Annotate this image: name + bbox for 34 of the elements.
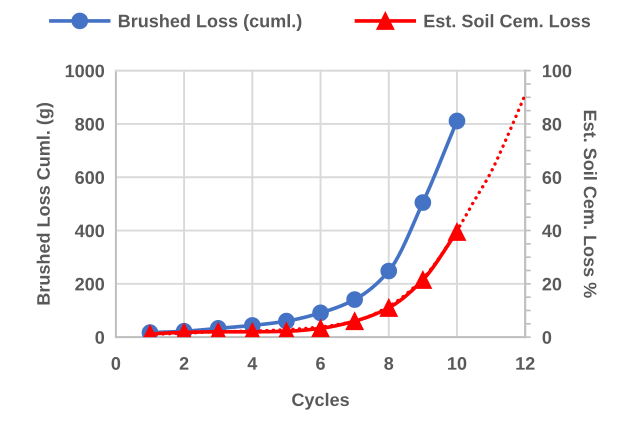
x-tick-label: 10 — [448, 357, 466, 370]
y-tick-label: 0 — [95, 331, 104, 344]
point — [312, 304, 329, 322]
y2-tick-label: 40 — [542, 224, 562, 238]
point — [448, 112, 466, 130]
point — [380, 262, 398, 280]
y2-tick-label: 80 — [542, 118, 562, 131]
point — [414, 194, 432, 211]
point — [380, 298, 398, 317]
x-tick-label: 0 — [112, 357, 120, 370]
legend-label: Est. Soil Cem. Loss — [424, 14, 590, 28]
y2-tick-label: 20 — [542, 278, 562, 291]
legend-label: Brushed Loss (cuml.) — [118, 14, 302, 31]
point — [312, 319, 330, 338]
y2-axis-title: Est. Soil Cem. Loss % — [584, 110, 597, 298]
y-tick-label: 600 — [75, 171, 104, 184]
x-tick-label: 4 — [248, 357, 258, 370]
point — [346, 312, 364, 330]
y2-tick-label: 100 — [542, 64, 572, 78]
x-axis-title: Cycles — [292, 392, 349, 410]
y-tick-label: 200 — [75, 278, 104, 291]
y-tick-label: 400 — [74, 224, 104, 238]
y2-tick-label: 0 — [542, 331, 552, 344]
x-tick-label: 2 — [180, 357, 188, 370]
y-tick-label: 1000 — [66, 64, 104, 78]
y-tick-label: 800 — [75, 118, 104, 131]
y-axis-title: Brushed Loss Cuml. (g) — [36, 102, 54, 304]
point — [346, 291, 363, 308]
x-tick-label: 12 — [516, 357, 535, 370]
x-tick-label: 8 — [384, 357, 394, 370]
x-tick-label: 6 — [316, 357, 325, 370]
point — [414, 270, 432, 289]
point — [448, 222, 466, 241]
y2-tick-label: 60 — [542, 171, 562, 184]
